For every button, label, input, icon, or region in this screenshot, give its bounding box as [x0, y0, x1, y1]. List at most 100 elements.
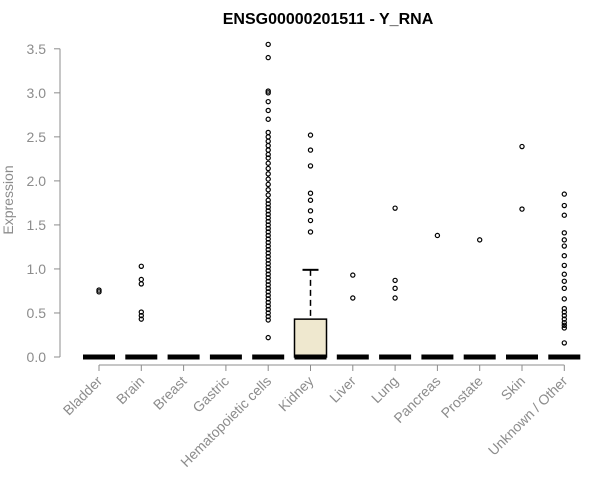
- outlier-point: [561, 191, 568, 197]
- outlier-point: [265, 260, 271, 267]
- chart-title: ENSG00000201511 - Y_RNA: [223, 11, 434, 28]
- outlier-point: [265, 303, 271, 309]
- outlier-point: [307, 163, 314, 169]
- outlier-point: [561, 243, 568, 249]
- outlier-point: [265, 264, 271, 270]
- outlier-point: [265, 208, 271, 214]
- outlier-point: [561, 230, 568, 236]
- outlier-point: [265, 215, 271, 221]
- y-tick-label: 0.0: [27, 349, 47, 365]
- outlier-point: [307, 217, 314, 224]
- outlier-point: [307, 147, 314, 153]
- y-tick-label: 0.5: [27, 305, 47, 321]
- outlier-point: [265, 271, 271, 277]
- outlier-point: [561, 322, 568, 328]
- box-group: [83, 287, 115, 360]
- outlier-point: [307, 132, 314, 138]
- outlier-point: [265, 107, 271, 114]
- x-tick-label: Lung: [368, 373, 401, 406]
- outlier-point: [265, 268, 271, 274]
- outlier-point: [477, 237, 483, 243]
- outlier-point: [265, 299, 271, 306]
- outlier-point: [138, 281, 144, 287]
- outlier-point: [265, 142, 271, 149]
- outlier-point: [265, 222, 271, 228]
- outlier-point: [265, 201, 271, 207]
- outlier-point: [265, 129, 271, 136]
- outlier-point: [265, 250, 271, 256]
- outlier-point: [265, 243, 271, 249]
- outlier-point: [561, 296, 568, 302]
- outlier-point: [265, 278, 271, 284]
- y-tick-label: 3.0: [27, 85, 47, 101]
- outlier-point: [561, 285, 568, 292]
- outlier-point: [265, 310, 271, 316]
- outlier-point: [561, 253, 568, 259]
- box-group: [379, 205, 412, 360]
- outlier-point: [265, 229, 271, 235]
- outlier-point: [265, 134, 271, 140]
- x-tick-label: Prostate: [438, 373, 486, 421]
- outlier-point: [265, 246, 271, 253]
- x-tick-label: Unknown / Other: [485, 373, 571, 459]
- outlier-point: [561, 278, 568, 284]
- x-tick-label: Breast: [150, 373, 190, 413]
- outlier-point: [265, 138, 271, 144]
- outlier-point: [561, 340, 568, 346]
- outlier-point: [265, 116, 271, 122]
- y-tick-label: 1.5: [27, 217, 47, 233]
- outlier-point: [307, 190, 314, 196]
- outlier-point: [561, 237, 568, 243]
- outlier-point: [138, 312, 144, 319]
- outlier-point: [138, 309, 144, 315]
- x-tick-label: Brain: [113, 373, 147, 407]
- box-iqr: [293, 318, 328, 358]
- outlier-point: [265, 313, 271, 320]
- outlier-point: [265, 54, 271, 61]
- outlier-point: [265, 282, 271, 288]
- outlier-point: [265, 257, 271, 263]
- outlier-point: [138, 263, 144, 270]
- box-group: [506, 143, 538, 360]
- outlier-point: [265, 296, 271, 302]
- outlier-point: [265, 218, 271, 225]
- outlier-point: [307, 197, 314, 203]
- outlier-point: [519, 206, 525, 212]
- outlier-point: [265, 171, 271, 177]
- outlier-point: [265, 181, 271, 188]
- outlier-point: [265, 232, 271, 239]
- outlier-point: [265, 90, 271, 96]
- outlier-point: [392, 295, 398, 301]
- outlier-point: [265, 317, 271, 323]
- x-tick-label: Liver: [326, 373, 359, 406]
- outlier-point: [96, 289, 102, 295]
- outlier-point: [392, 205, 398, 211]
- outlier-point: [265, 239, 271, 246]
- x-tick-label: Bladder: [60, 373, 106, 419]
- outlier-point: [350, 272, 356, 278]
- outlier-point: [307, 208, 314, 214]
- y-tick-label: 1.0: [27, 261, 47, 277]
- outlier-point: [265, 204, 271, 211]
- outlier-point: [265, 334, 271, 341]
- outlier-point: [561, 202, 568, 209]
- box-group: [125, 263, 158, 360]
- outlier-point: [519, 143, 525, 150]
- outlier-point: [265, 289, 271, 295]
- outlier-point: [265, 253, 271, 260]
- x-tick-label: Pancreas: [390, 373, 443, 426]
- outlier-point: [265, 192, 271, 198]
- outlier-point: [561, 305, 568, 312]
- box-group: [293, 132, 328, 360]
- outlier-point: [265, 292, 271, 299]
- outlier-point: [265, 275, 271, 281]
- outlier-point: [138, 316, 144, 322]
- outlier-point: [265, 211, 271, 218]
- outlier-point: [265, 306, 271, 313]
- x-tick-label: Skin: [498, 373, 529, 404]
- outlier-point: [265, 41, 271, 48]
- outlier-point: [561, 325, 568, 331]
- outlier-point: [392, 285, 398, 292]
- outlier-point: [265, 176, 271, 182]
